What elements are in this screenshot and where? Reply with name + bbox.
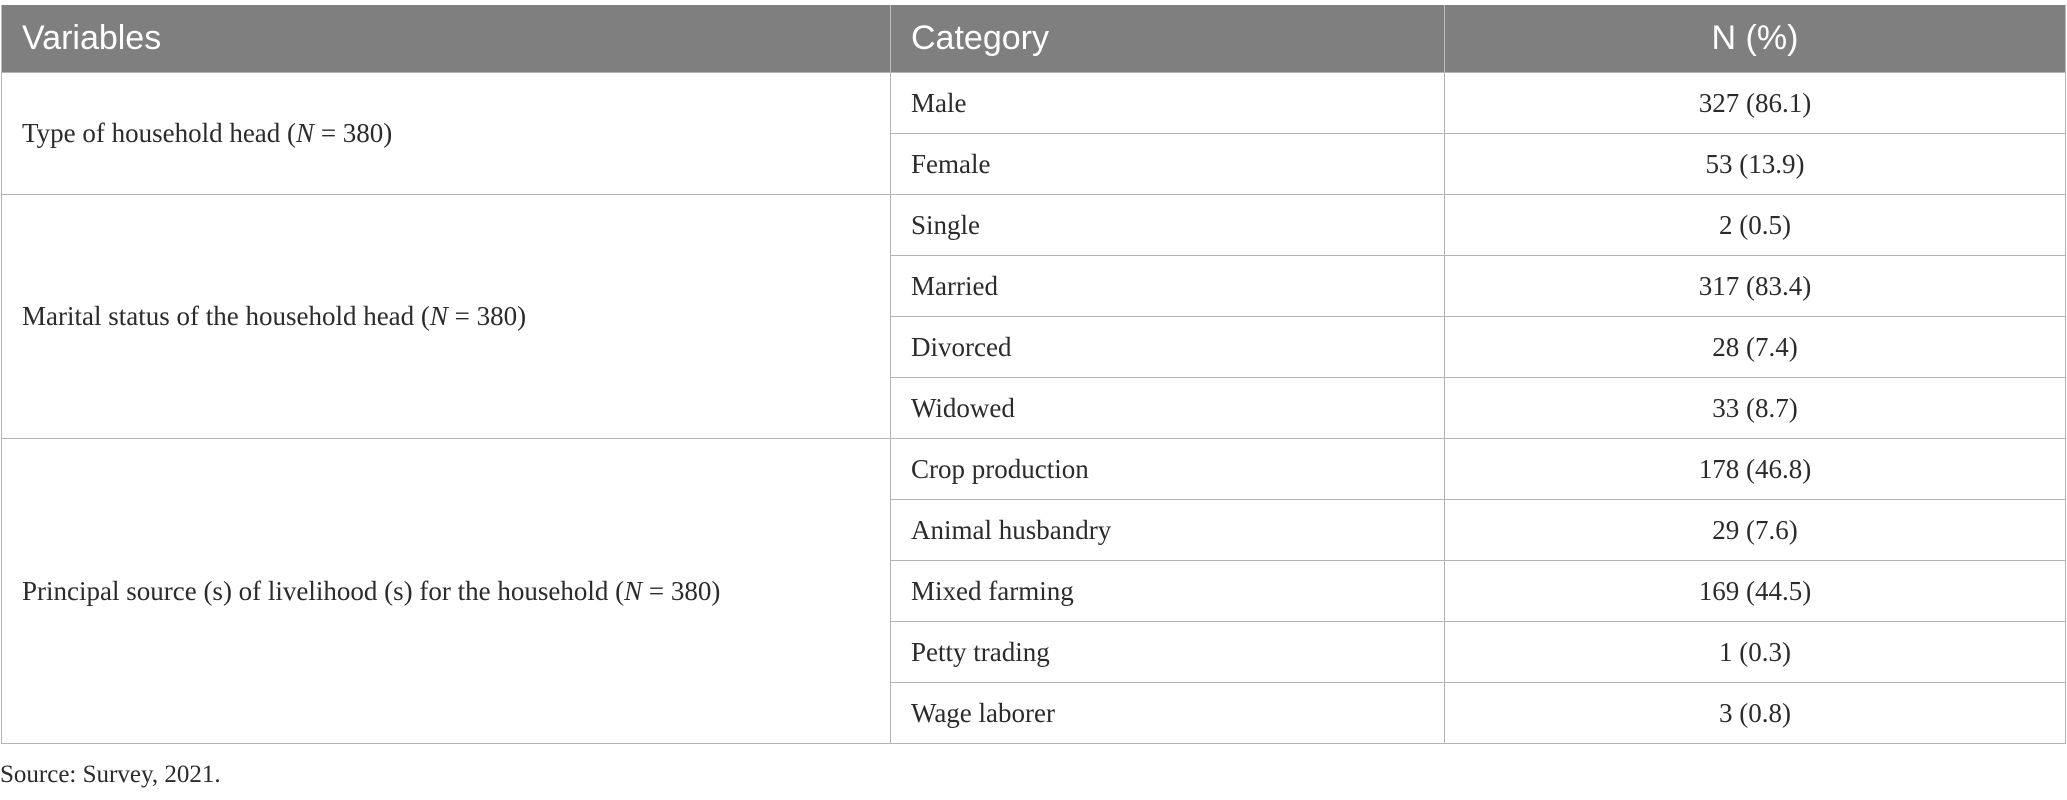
- table-row: Wage laborer 3 (0.8): [2, 682, 2066, 744]
- category-cell: Single: [890, 194, 1445, 256]
- table-body: Type of household head (N = 380) Male 32…: [1, 72, 2066, 744]
- data-table-container: Variables Category N (%) Type of househo…: [1, 5, 2066, 744]
- value-cell: 33 (8.7): [1444, 377, 2066, 439]
- value-cell: 28 (7.4): [1444, 316, 2066, 378]
- variable-sample-size: = 380): [447, 301, 527, 331]
- variable-sample-size: = 380): [314, 118, 393, 148]
- household-characteristics-table: Variables Category N (%) Type of househo…: [1, 5, 2066, 744]
- table-row: Mixed farming 169 (44.5): [2, 560, 2066, 622]
- category-cell: Petty trading: [890, 621, 1445, 683]
- header-variables: Variables: [1, 5, 891, 73]
- value-cell: 327 (86.1): [1444, 72, 2066, 134]
- category-cell: Female: [890, 133, 1445, 195]
- table-row: Animal husbandry 29 (7.6): [2, 499, 2066, 561]
- value-cell: 1 (0.3): [1444, 621, 2066, 683]
- value-cell: 2 (0.5): [1444, 194, 2066, 256]
- variable-label: Principal source (s) of livelihood (s) f…: [22, 575, 625, 606]
- category-cell: Divorced: [890, 316, 1445, 378]
- table-source-footnote: Source: Survey, 2021.: [0, 761, 221, 788]
- variable-cell: Type of household head (N = 380): [1, 72, 891, 195]
- category-cell: Mixed farming: [890, 560, 1445, 622]
- category-cell: Male: [890, 72, 1445, 134]
- table-header: Variables Category N (%): [1, 5, 2066, 73]
- category-cell: Crop production: [890, 438, 1445, 500]
- value-cell: 169 (44.5): [1444, 560, 2066, 622]
- variable-label: Marital status of the household head (: [22, 301, 430, 331]
- variable-label: Type of household head (: [22, 118, 297, 148]
- category-cell: Widowed: [890, 377, 1445, 439]
- category-cell: Wage laborer: [890, 682, 1445, 744]
- variable-sample-size: = 380): [642, 575, 721, 606]
- header-category: Category: [890, 5, 1445, 73]
- table-row: Type of household head (N = 380) Male 32…: [1, 72, 2066, 195]
- table-row: Principal source (s) of livelihood (s) f…: [1, 438, 2066, 744]
- category-cell: Animal husbandry: [890, 499, 1445, 561]
- category-cell: Married: [890, 255, 1445, 317]
- table-row: Marital status of the household head (N …: [1, 194, 2066, 439]
- value-cell: 29 (7.6): [1444, 499, 2066, 561]
- variable-cell: Marital status of the household head (N …: [1, 194, 891, 439]
- table-row: Petty trading 1 (0.3): [2, 621, 2066, 683]
- header-row: Variables Category N (%): [1, 5, 2066, 73]
- table-row: Female 53 (13.9): [2, 133, 2066, 195]
- variable-cell: Principal source (s) of livelihood (s) f…: [1, 438, 891, 744]
- header-n-percent: N (%): [1444, 5, 2066, 73]
- value-cell: 178 (46.8): [1444, 438, 2066, 500]
- value-cell: 3 (0.8): [1444, 682, 2066, 744]
- n-symbol: N: [429, 301, 448, 331]
- value-cell: 53 (13.9): [1444, 133, 2066, 195]
- n-symbol: N: [624, 575, 643, 606]
- value-cell: 317 (83.4): [1444, 255, 2066, 317]
- n-symbol: N: [296, 118, 315, 148]
